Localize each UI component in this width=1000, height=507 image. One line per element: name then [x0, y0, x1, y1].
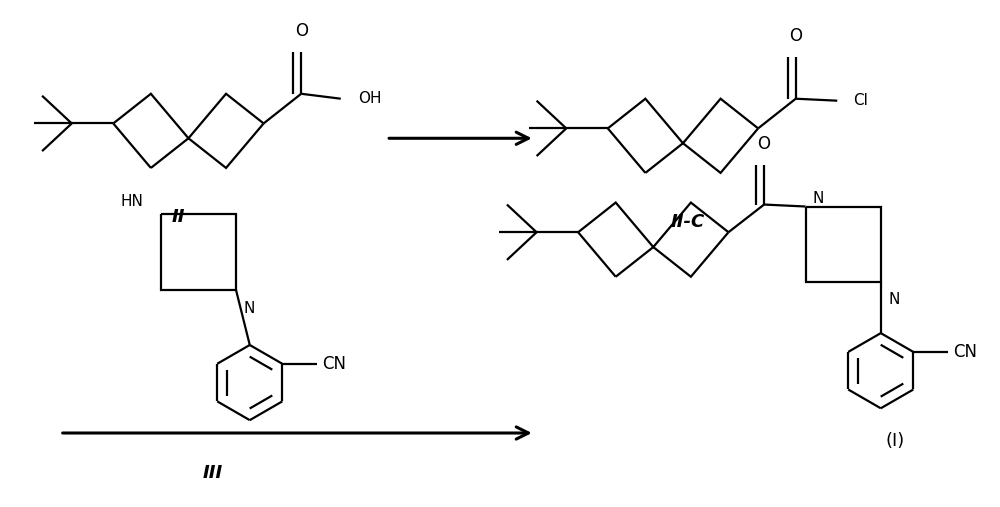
Text: III: III — [203, 463, 223, 482]
Text: CN: CN — [953, 343, 977, 361]
Text: (I): (I) — [886, 432, 905, 450]
Text: N: N — [889, 292, 900, 307]
Text: O: O — [789, 27, 802, 45]
Text: N: N — [244, 302, 255, 316]
Text: CN: CN — [322, 355, 346, 373]
Text: II: II — [172, 208, 185, 227]
Text: II-C: II-C — [671, 213, 705, 231]
Text: N: N — [813, 191, 824, 206]
Text: O: O — [295, 22, 308, 41]
Text: OH: OH — [359, 91, 382, 106]
Text: Cl: Cl — [853, 93, 868, 108]
Text: HN: HN — [120, 195, 143, 209]
Text: O: O — [758, 135, 771, 153]
